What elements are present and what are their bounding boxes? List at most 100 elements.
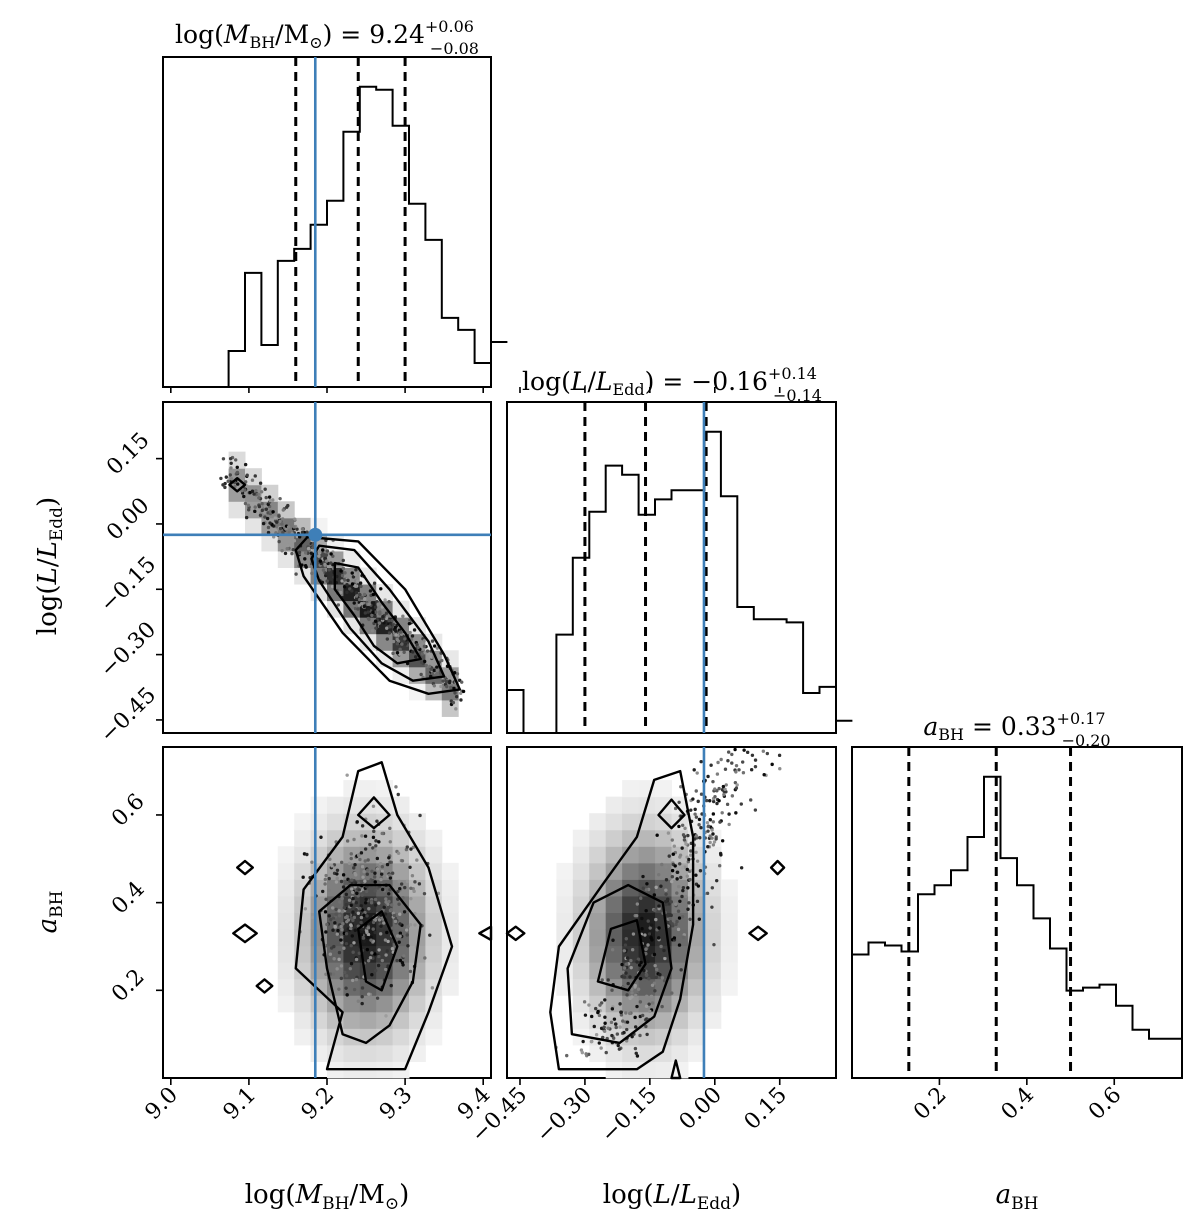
sample-point: [718, 820, 722, 824]
sample-point: [687, 857, 691, 862]
sample-point: [280, 522, 284, 526]
density-cell: [425, 1028, 443, 1046]
sample-point: [349, 903, 353, 907]
density-cell: [638, 895, 656, 913]
sample-point: [366, 616, 371, 621]
y-tick-label: −0.30: [96, 617, 161, 682]
density-cell: [425, 929, 443, 947]
sample-point: [366, 959, 371, 963]
sample-point: [635, 960, 639, 964]
sample-point: [753, 808, 758, 812]
density-cell: [589, 962, 607, 980]
sample-point: [278, 496, 282, 501]
sample-point: [459, 698, 463, 702]
density-cell: [720, 929, 738, 947]
sample-point: [635, 1054, 640, 1058]
sample-point: [383, 912, 388, 916]
sample-point: [354, 957, 359, 962]
density-cell: [277, 945, 295, 963]
sample-point: [349, 923, 353, 927]
density-cell: [392, 962, 410, 980]
sample-point: [371, 610, 375, 614]
sample-point: [382, 921, 386, 925]
density-cell: [409, 995, 426, 1013]
sample-point: [351, 575, 356, 579]
sample-point: [346, 578, 350, 583]
density-cell: [687, 912, 705, 930]
sample-point: [305, 852, 309, 857]
sample-point: [328, 952, 333, 956]
sample-point: [451, 700, 456, 705]
density-cell: [655, 780, 672, 798]
sample-point: [770, 762, 774, 767]
sample-point: [379, 924, 383, 928]
sample-point: [677, 824, 681, 829]
sample-point: [375, 867, 380, 871]
sample-point: [670, 922, 674, 926]
sample-point: [711, 779, 715, 784]
density-cell: [605, 879, 623, 897]
sample-point: [353, 871, 357, 876]
sample-point: [325, 549, 330, 553]
sample-point: [745, 750, 750, 755]
sample-point: [345, 839, 350, 843]
sample-point: [619, 1013, 624, 1017]
sample-point: [311, 545, 315, 550]
sample-point: [644, 1004, 649, 1008]
sample-point: [625, 956, 630, 960]
sample-point: [381, 614, 385, 619]
sample-point: [730, 752, 734, 757]
sample-point: [363, 859, 367, 863]
sample-point: [358, 592, 362, 597]
contour-island: [255, 978, 274, 994]
sample-point: [634, 996, 639, 1000]
sample-point: [268, 498, 272, 503]
contour-mid: [566, 883, 673, 1045]
x-tick-label: 0.15: [740, 1083, 792, 1135]
sample-point: [252, 492, 256, 496]
sample-point: [657, 926, 661, 930]
sample-point: [674, 922, 678, 927]
contour-outer: [549, 769, 695, 1071]
sample-point: [286, 525, 291, 529]
x-tick-label: 9.2: [297, 1083, 339, 1125]
sample-point: [355, 579, 360, 583]
sample-point: [377, 621, 382, 625]
sample-point: [341, 873, 346, 877]
sample-point: [741, 771, 746, 775]
sample-point: [379, 587, 383, 591]
sample-point: [730, 794, 735, 798]
sample-point: [675, 877, 679, 881]
sample-point: [331, 916, 336, 921]
density-cell: [359, 780, 377, 798]
sample-point: [363, 879, 367, 883]
sample-point: [640, 1013, 645, 1018]
sample-point: [404, 928, 409, 932]
sample-point: [657, 904, 661, 908]
density-cell: [589, 1028, 607, 1046]
sample-point: [430, 639, 435, 643]
density-cell: [277, 879, 295, 897]
sample-point: [362, 869, 366, 874]
sample-point: [716, 760, 720, 765]
sample-point: [645, 882, 649, 886]
sample-point: [430, 671, 435, 676]
sample-point: [350, 878, 354, 882]
sample-point: [224, 475, 229, 479]
sample-point: [711, 843, 716, 847]
sample-point: [349, 943, 353, 948]
sample-point: [393, 625, 398, 630]
contour-inner: [333, 561, 422, 665]
sample-point: [706, 824, 711, 828]
density-cell: [392, 1028, 410, 1046]
histogram-spin: [852, 775, 1182, 1040]
x-tick-label: 0.4: [997, 1083, 1039, 1125]
sample-point: [370, 973, 374, 977]
sample-point: [641, 874, 645, 879]
sample-point: [410, 634, 415, 638]
sample-point: [397, 955, 401, 959]
sample-point: [622, 1030, 626, 1035]
sample-point: [633, 1025, 638, 1029]
density-cell: [687, 995, 705, 1013]
density-cell: [687, 1011, 705, 1029]
